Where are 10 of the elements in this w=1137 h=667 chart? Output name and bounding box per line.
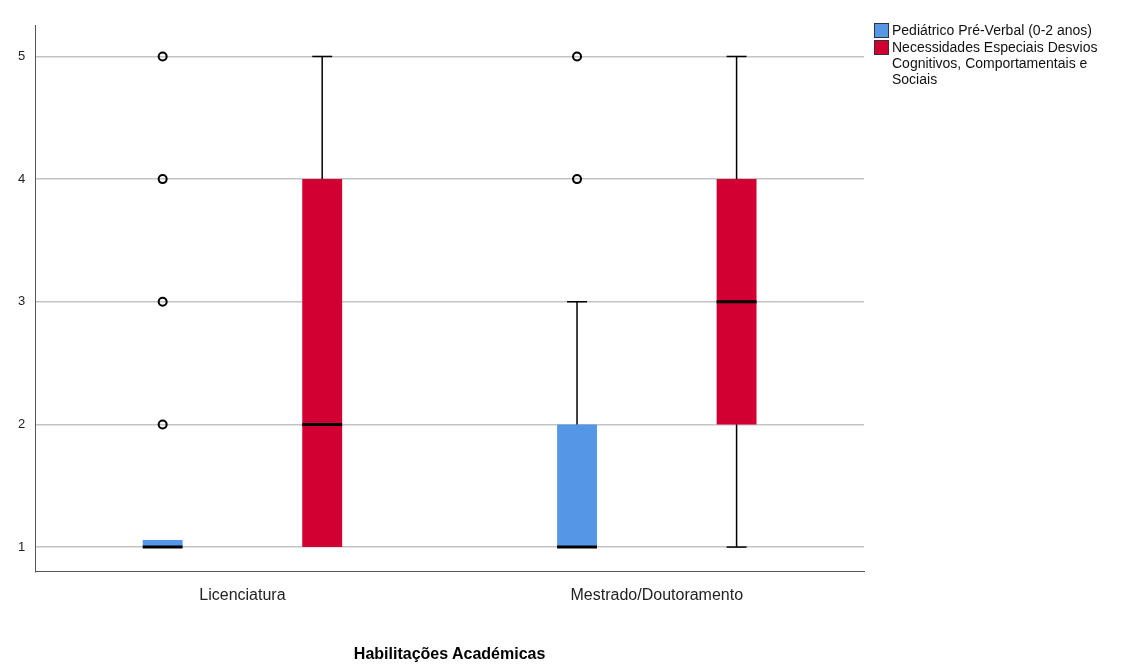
- y-tick-label: 2: [18, 416, 26, 431]
- y-tick-label: 3: [18, 293, 26, 309]
- legend-label: Pediátrico Pré-Verbal (0-2 anos): [892, 22, 1092, 38]
- y-tick-label: 4: [18, 170, 26, 186]
- x-tick-label: Licenciatura: [199, 585, 286, 603]
- x-tick-label: Mestrado/Doutoramento: [570, 585, 744, 603]
- y-tick-label: 1: [18, 538, 26, 554]
- legend-label: Necessidades Especiais Desvios Cognitivos, Comportamentais e Sociais: [892, 39, 1099, 87]
- x-axis-title: Habilitações Académicas: [353, 644, 546, 662]
- y-tick-label: 5: [18, 48, 26, 64]
